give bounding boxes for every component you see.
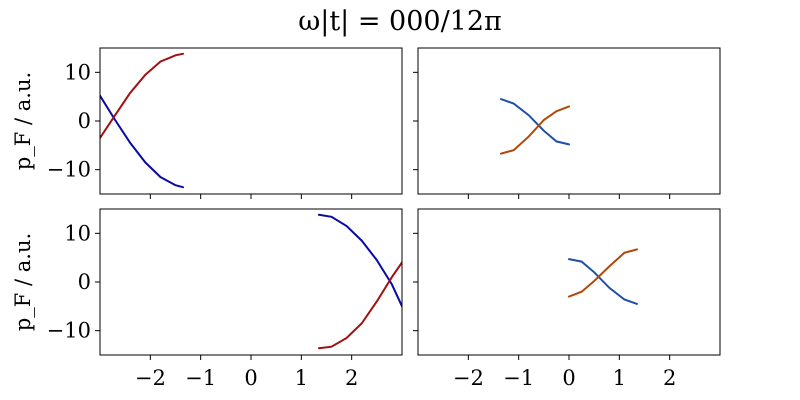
series-line-bottom-left-1 — [317, 261, 402, 350]
y-tick-label: 10 — [64, 221, 91, 245]
x-tick-label: 1 — [613, 366, 626, 390]
x-tick-label: −1 — [185, 366, 216, 390]
plot-frame-bottom-left — [99, 208, 403, 356]
series-line-top-left-0 — [100, 94, 184, 189]
series-line-top-right-1 — [500, 105, 570, 155]
series-line-bottom-right-1 — [568, 248, 638, 298]
x-tick-label: −2 — [453, 366, 484, 390]
series-line-bottom-right-0 — [568, 258, 638, 305]
y-axis-label: p_F / a.u. — [11, 233, 35, 331]
x-tick-label: 1 — [295, 366, 308, 390]
y-axis-label: p_F / a.u. — [11, 72, 35, 170]
x-tick-label: 0 — [244, 366, 257, 390]
x-tick-label: 0 — [562, 366, 575, 390]
panel-bottom-right: −2 −1 0 1 2 — [413, 208, 721, 390]
panel-top-left: −10 0 10 p_F / a.u. — [11, 47, 403, 199]
series-line-bottom-left-0 — [317, 213, 402, 308]
plot-frame-top-right — [417, 47, 721, 195]
y-tick-label: −10 — [47, 319, 91, 343]
x-tick-label: 2 — [345, 366, 358, 390]
figure-title: ω|t| = 000/12π — [298, 6, 502, 37]
panel-top-right — [413, 47, 721, 199]
series-line-top-right-0 — [500, 98, 570, 146]
plot-frame-bottom-right — [417, 208, 721, 356]
plot-frame-top-left — [99, 47, 403, 195]
x-tick-label: −1 — [503, 366, 534, 390]
x-tick-label: 2 — [663, 366, 676, 390]
y-tick-label: 0 — [78, 270, 91, 294]
y-tick-label: −10 — [47, 158, 91, 182]
y-tick-label: 10 — [64, 60, 91, 84]
series-line-top-left-1 — [100, 52, 184, 139]
y-tick-label: 0 — [78, 109, 91, 133]
x-tick-label: −2 — [135, 366, 166, 390]
